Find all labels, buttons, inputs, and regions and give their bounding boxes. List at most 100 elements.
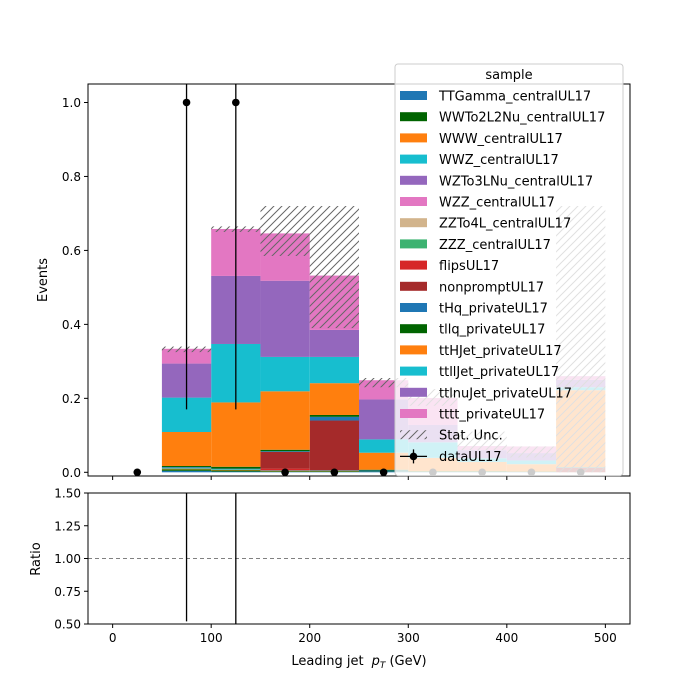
- ratio-x-tick-label-3: 300: [397, 631, 420, 645]
- stat-unc-bin-5: [359, 378, 409, 388]
- legend-label-6: ZZTo4L_centralUL17: [439, 217, 571, 232]
- main-y-axis: 0.0 0.2 0.4 0.6 0.8 1.0: [62, 96, 88, 480]
- ratio-x-tick-label-0: 0: [109, 631, 117, 645]
- data-point-5: [379, 468, 388, 476]
- main-y-tick-label-2: 0.4: [62, 318, 81, 332]
- main-y-tick-label-0: 0.0: [62, 466, 81, 480]
- ratio-y-tick-label-3: 1.25: [54, 519, 81, 533]
- main-plot-frame: [87, 83, 631, 477]
- legend-label-13: ttllJet_privateUL17: [439, 365, 559, 380]
- main-y-tick-label-3: 0.6: [62, 244, 81, 258]
- stack-bar-9-bin-3: [260, 451, 310, 469]
- ratio-x-tick-label-5: 500: [594, 631, 617, 645]
- stat-unc-bin-3: [260, 206, 310, 256]
- legend-swatch-15: [400, 409, 427, 418]
- stack-bar-13-bin-4: [309, 356, 359, 384]
- stack-bar-12-bin-4: [309, 383, 359, 415]
- stack-bar-10-bin-4: [309, 416, 359, 421]
- stack-bar-0-bin-2: [211, 471, 261, 473]
- stack-bar-0-bin-1: [161, 470, 212, 473]
- ratio-plot-area: [88, 493, 630, 624]
- ratio-y-tick-label-4: 1.50: [54, 487, 81, 501]
- x-axis-label-subscript: T: [380, 661, 387, 671]
- stack-bar-2-bin-1: [161, 468, 212, 470]
- data-point-4: [330, 468, 339, 476]
- legend-swatch-6: [400, 218, 427, 228]
- legend-label-2: WWW_centralUL17: [439, 132, 563, 147]
- legend-swatch-2: [400, 133, 427, 143]
- stack-bar-11-bin-1: [161, 466, 212, 468]
- legend-swatch-9: [400, 281, 427, 291]
- stack-bar-9-bin-4: [309, 420, 359, 471]
- stack-bar-1-bin-2: [211, 470, 261, 472]
- ratio-y-axis-label: Ratio: [29, 542, 44, 575]
- legend[interactable]: sample TTGamma_centralUL17 WWTo2L2Nu_centr…: [394, 63, 624, 477]
- stack-bar-3-bin-2: [211, 468, 261, 470]
- ratio-y-axis: 0.50 0.75 1.00 1.25 1.50: [54, 487, 88, 632]
- legend-label-11: tllq_privateUL17: [439, 323, 545, 338]
- legend-label-data: dataUL17: [439, 450, 502, 465]
- main-y-tick-label-1: 0.2: [62, 392, 81, 406]
- legend-swatch-11: [400, 324, 427, 334]
- ratio-x-tick-label-4: 400: [495, 631, 518, 645]
- legend-swatch-data-point: [409, 452, 418, 461]
- legend-box: [394, 63, 624, 477]
- data-point-1: [182, 98, 191, 107]
- stack-bar-10-bin-3: [260, 451, 310, 452]
- data-point-3: [281, 468, 289, 476]
- stack-bar-2-bin-2: [211, 469, 261, 471]
- stack-bar-11-bin-4: [309, 414, 359, 417]
- stat-unc-bin-4: [309, 206, 359, 329]
- legend-label-14: ttlnuJet_privateUL17: [439, 386, 572, 401]
- ratio-y-tick-label-1: 0.75: [54, 585, 81, 599]
- legend-label-3: WWZ_centralUL17: [439, 153, 559, 168]
- legend-label-5: WZZ_centralUL17: [439, 196, 555, 211]
- ratio-x-tick-label-1: 100: [200, 631, 223, 645]
- x-axis-label-suffix: (GeV): [385, 654, 426, 669]
- legend-label-1: WWTo2L2Nu_centralUL17: [439, 111, 605, 126]
- stack-bar-14-bin-3: [260, 280, 310, 357]
- ratio-y-tick-label-0: 0.50: [54, 618, 81, 632]
- legend-swatch-10: [400, 303, 427, 312]
- stack-bar-11-bin-3: [260, 449, 310, 452]
- legend-label-0: TTGamma_centralUL17: [438, 90, 591, 105]
- legend-swatch-7: [400, 239, 427, 249]
- stack-bar-1-bin-1: [161, 469, 212, 471]
- main-x-axis: [112, 476, 606, 480]
- legend-swatch-12: [400, 345, 427, 355]
- legend-label-4: WZTo3LNu_centralUL17: [439, 174, 593, 189]
- data-point-0: [133, 468, 142, 476]
- main-y-tick-label-4: 0.8: [62, 170, 81, 184]
- x-axis-label-symbol: p: [371, 654, 380, 669]
- legend-swatch-8: [400, 260, 427, 270]
- legend-label-10: tHq_privateUL17: [439, 302, 548, 317]
- legend-label-9: nonpromptUL17: [439, 280, 544, 295]
- stack-bar-3-bin-1: [161, 467, 212, 469]
- x-axis-label-prefix: Leading jet: [291, 654, 363, 669]
- legend-swatch-0: [400, 91, 427, 100]
- ratio-y-tick-label-2: 1.00: [54, 552, 81, 566]
- legend-swatch-5: [400, 197, 427, 206]
- legend-label-7: ZZZ_centralUL17: [439, 238, 551, 253]
- stack-bar-14-bin-4: [309, 329, 359, 357]
- ratio-plot-frame: [87, 492, 631, 625]
- stack-bar-12-bin-2: [211, 402, 261, 467]
- legend-swatch-13: [400, 366, 427, 376]
- stack-bar-12-bin-1: [161, 431, 212, 467]
- main-y-tick-label-5: 1.0: [62, 96, 81, 110]
- legend-label-12: ttHJet_privateUL17: [439, 344, 562, 359]
- ratio-x-axis: 0 100 200 300 400 500: [109, 624, 617, 645]
- main-y-axis-label: Events: [36, 258, 51, 302]
- data-point-2: [232, 98, 240, 107]
- legend-label-stat-unc: Stat. Unc.: [439, 429, 503, 444]
- ratio-plot-panel: 0.50 0.75 1.00 1.25 1.50 0 100 200 300 400 500 Ra…: [29, 487, 631, 671]
- legend-title: sample: [485, 68, 532, 83]
- ratio-x-tick-label-2: 200: [298, 631, 321, 645]
- x-axis-label: Leading jet pT (GeV): [291, 654, 426, 671]
- stack-bar-12-bin-3: [260, 391, 310, 450]
- legend-swatch-4: [400, 175, 427, 185]
- legend-label-8: flipsUL17: [439, 259, 499, 274]
- stack-bar-11-bin-2: [211, 466, 261, 469]
- legend-swatch-1: [400, 112, 427, 122]
